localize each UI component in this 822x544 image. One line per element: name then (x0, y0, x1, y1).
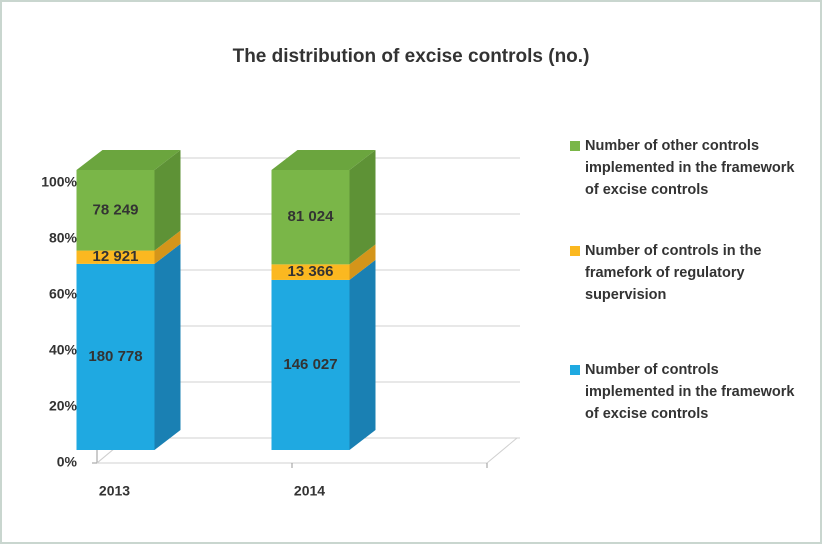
legend-label: Number of other controls implemented in … (585, 138, 795, 198)
legend-item: Number of controls implemented in the fr… (570, 359, 805, 425)
legend-item: Number of controls in the framefork of r… (570, 240, 805, 306)
bar-segment (76, 170, 155, 251)
bar-segment (271, 264, 350, 280)
bar-side (154, 243, 181, 450)
bar-side (349, 150, 376, 265)
data-label: 12 921 (93, 248, 139, 265)
y-tick-label: 100% (41, 174, 77, 190)
data-label: 78 249 (93, 201, 139, 218)
y-tick-label: 60% (49, 286, 78, 302)
data-label: 180 778 (88, 348, 142, 365)
bar-side (349, 244, 376, 280)
data-label: 146 027 (283, 356, 337, 373)
legend-item: Number of other controls implemented in … (570, 135, 805, 201)
bar-side (349, 259, 376, 450)
data-label: 13 366 (288, 263, 334, 280)
bar-segment (271, 170, 350, 265)
bar-top (76, 150, 181, 170)
legend-swatch (570, 246, 580, 256)
bar-segment (76, 250, 155, 264)
y-tick-label: 0% (57, 454, 78, 470)
y-tick-label: 40% (49, 342, 78, 358)
legend-swatch (570, 365, 580, 375)
y-tick-label: 80% (49, 230, 78, 246)
y-tick-label: 20% (49, 398, 78, 414)
x-tick-label: 2014 (294, 483, 325, 499)
bar-side (154, 150, 181, 251)
bar-segment (76, 263, 155, 450)
x-tick-label: 2013 (99, 483, 130, 499)
data-label: 81 024 (288, 208, 335, 225)
legend-swatch (570, 141, 580, 151)
bar-side (154, 230, 181, 264)
legend-label: Number of controls implemented in the fr… (585, 362, 795, 422)
bar-top (271, 150, 376, 170)
legend-label: Number of controls in the framefork of r… (585, 243, 762, 303)
chart-title: The distribution of excise controls (no.… (233, 46, 590, 67)
bar-segment (271, 279, 350, 450)
